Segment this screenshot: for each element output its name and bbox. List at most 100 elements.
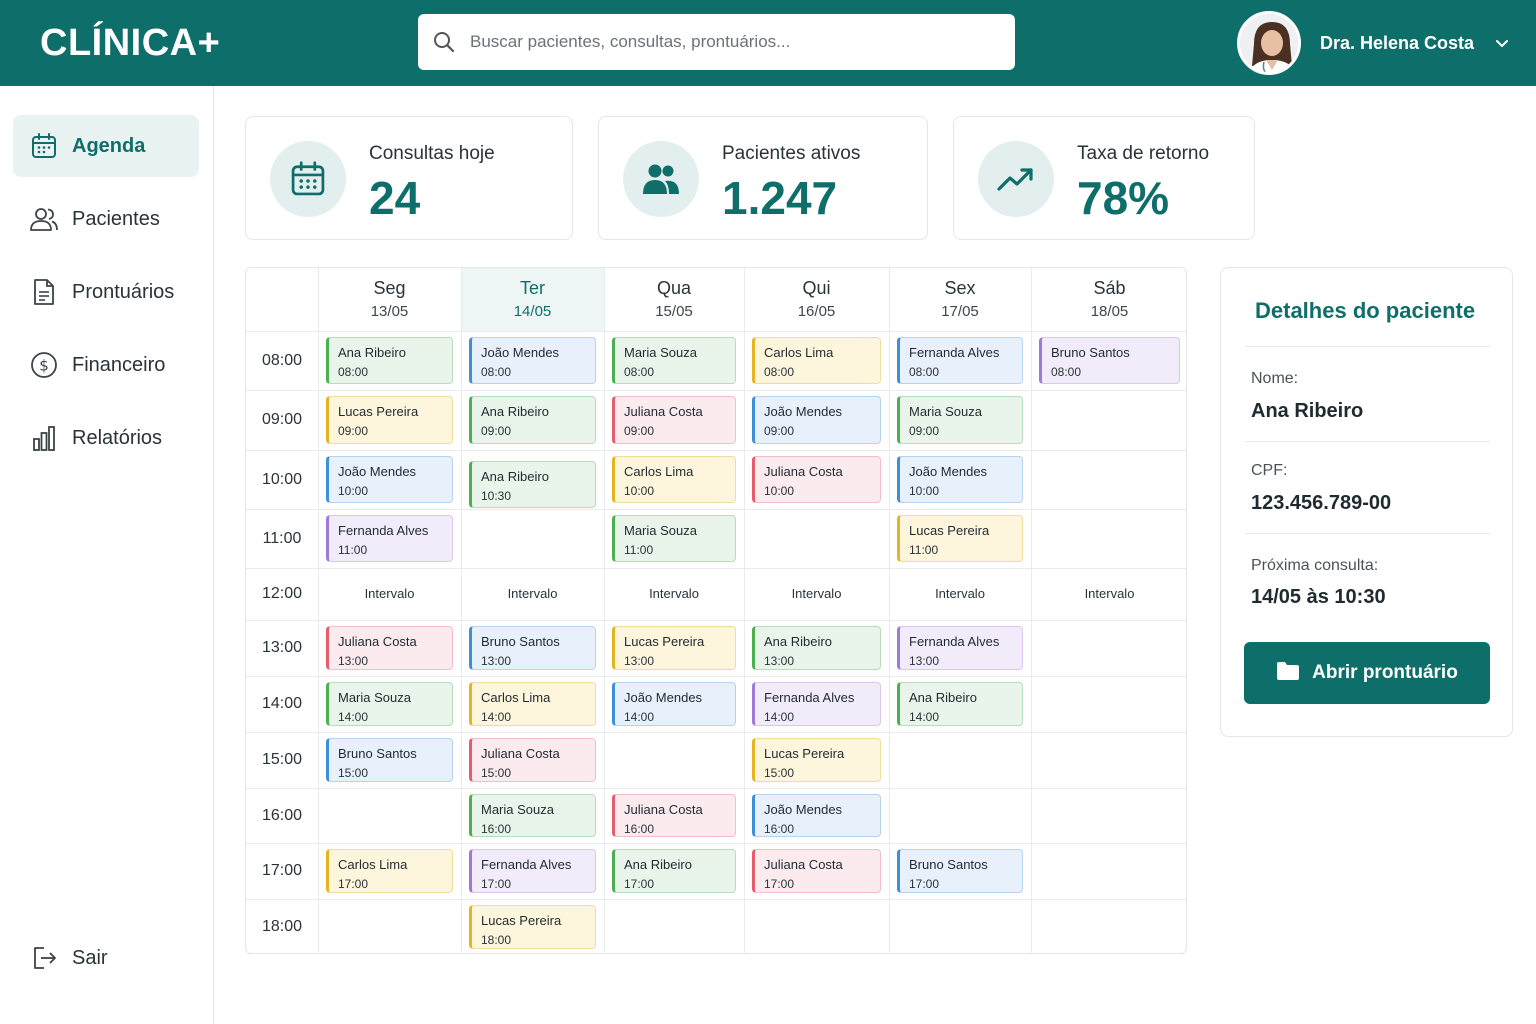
logout-button[interactable]: Sair <box>13 927 199 989</box>
appointment-patient: Ana Ribeiro <box>481 469 549 484</box>
appointment-card[interactable]: Maria Souza 16:00 <box>469 794 596 837</box>
appointment-card[interactable]: Bruno Santos 08:00 <box>1039 337 1180 384</box>
sidebar-item-label: Relatórios <box>72 426 163 449</box>
appointment-card[interactable]: Lucas Pereira 13:00 <box>612 626 736 670</box>
appointment-card[interactable]: João Mendes 08:00 <box>469 337 596 384</box>
appointment-card[interactable]: Lucas Pereira 15:00 <box>752 738 881 782</box>
appointment-card[interactable]: Carlos Lima 14:00 <box>469 682 596 726</box>
day-header[interactable]: Qui 16/05 <box>744 268 889 331</box>
appointment-card[interactable]: Maria Souza 09:00 <box>897 396 1023 444</box>
users-icon <box>29 204 59 234</box>
appointment-patient: Maria Souza <box>338 690 411 705</box>
appointment-card[interactable]: Maria Souza 11:00 <box>612 515 736 562</box>
appointment-card[interactable]: Juliana Costa 10:00 <box>752 456 881 503</box>
user-menu[interactable]: Dra. Helena Costa <box>1237 10 1512 76</box>
appointment-card[interactable]: Maria Souza 08:00 <box>612 337 736 384</box>
appointment-patient: Fernanda Alves <box>909 345 1000 360</box>
sidebar-item-prontuarios[interactable]: Prontuários <box>13 261 199 323</box>
appointment-patient: João Mendes <box>624 690 703 705</box>
appointment-card[interactable]: Ana Ribeiro 08:00 <box>326 337 453 384</box>
sidebar-item-label: Pacientes <box>72 207 160 230</box>
today-highlight <box>461 268 604 331</box>
time-label: 18:00 <box>261 918 303 935</box>
appointment-card[interactable]: Ana Ribeiro 09:00 <box>469 396 596 444</box>
name-value: Ana Ribeiro <box>1251 400 1364 422</box>
day-date: 14/05 <box>513 303 552 320</box>
appointment-card[interactable]: Fernanda Alves 11:00 <box>326 515 453 562</box>
appointment-time: 15:00 <box>764 766 795 780</box>
time-label: 13:00 <box>261 639 303 656</box>
appointment-card[interactable]: Ana Ribeiro 10:30 <box>469 461 596 508</box>
user-name[interactable]: Dra. Helena Costa <box>1320 32 1475 53</box>
appointment-patient: Fernanda Alves <box>909 634 1000 649</box>
sidebar-item-pacientes[interactable]: Pacientes <box>13 188 199 250</box>
appointment-card[interactable]: Bruno Santos 17:00 <box>897 849 1023 893</box>
appointment-card[interactable]: Maria Souza 14:00 <box>326 682 453 726</box>
appointment-patient: Juliana Costa <box>764 857 843 872</box>
appointment-card[interactable]: Fernanda Alves 13:00 <box>897 626 1023 670</box>
avatar[interactable] <box>1237 11 1301 75</box>
sidebar-item-financeiro[interactable]: $ Financeiro <box>13 334 199 396</box>
appointment-card[interactable]: Juliana Costa 15:00 <box>469 738 596 782</box>
appointment-card[interactable]: Ana Ribeiro 14:00 <box>897 682 1023 726</box>
stat-label: Consultas hoje <box>369 143 495 164</box>
open-record-button[interactable]: Abrir prontuário <box>1244 642 1490 704</box>
appointment-time: 17:00 <box>764 877 795 891</box>
appointment-card[interactable]: Ana Ribeiro 13:00 <box>752 626 881 670</box>
appointment-time: 13:00 <box>481 654 512 668</box>
sidebar-item-relatorios[interactable]: Relatórios <box>13 407 199 469</box>
appointment-card[interactable]: Fernanda Alves 17:00 <box>469 849 596 893</box>
stat-value: 24 <box>369 172 421 224</box>
appointment-card[interactable]: Fernanda Alves 08:00 <box>897 337 1023 384</box>
appointment-card[interactable]: Carlos Lima 08:00 <box>752 337 881 384</box>
appointment-card[interactable]: João Mendes 10:00 <box>326 456 453 503</box>
day-header[interactable]: Qua 15/05 <box>604 268 744 331</box>
day-header[interactable]: Sex 17/05 <box>889 268 1031 331</box>
app-logo[interactable]: CLÍNICA+ <box>40 22 221 64</box>
dollar-icon: $ <box>29 350 59 380</box>
appointment-patient: Fernanda Alves <box>764 690 855 705</box>
appointment-card[interactable]: João Mendes 09:00 <box>752 396 881 444</box>
appointment-card[interactable]: Carlos Lima 10:00 <box>612 456 736 503</box>
sidebar-item-agenda[interactable]: Agenda <box>13 115 199 177</box>
day-header[interactable]: Sáb 18/05 <box>1031 268 1186 331</box>
appointment-patient: Bruno Santos <box>909 857 988 872</box>
appointment-card[interactable]: Bruno Santos 13:00 <box>469 626 596 670</box>
grid-line <box>246 568 1186 569</box>
search-input[interactable] <box>470 32 970 52</box>
appointment-time: 17:00 <box>909 877 940 891</box>
appointment-card[interactable]: Carlos Lima 17:00 <box>326 849 453 893</box>
appointment-card[interactable]: Juliana Costa 13:00 <box>326 626 453 670</box>
appointment-card[interactable]: Fernanda Alves 14:00 <box>752 682 881 726</box>
chevron-down-icon[interactable] <box>1494 34 1512 52</box>
appointment-patient: Bruno Santos <box>481 634 560 649</box>
appointment-card[interactable]: Juliana Costa 17:00 <box>752 849 881 893</box>
search-bar[interactable] <box>418 14 1015 70</box>
appointment-card[interactable]: Juliana Costa 09:00 <box>612 396 736 444</box>
appointment-card[interactable]: Lucas Pereira 09:00 <box>326 396 453 444</box>
appointment-patient: Bruno Santos <box>1051 345 1130 360</box>
day-header[interactable]: Ter 14/05 <box>461 268 604 331</box>
appointment-card[interactable]: Bruno Santos 15:00 <box>326 738 453 782</box>
stat-value: 78% <box>1077 172 1170 224</box>
appointment-patient: João Mendes <box>764 802 843 817</box>
grid-line <box>246 450 1186 451</box>
time-label: 14:00 <box>261 695 303 712</box>
appointment-card[interactable]: Juliana Costa 16:00 <box>612 794 736 837</box>
grid-line <box>461 268 462 953</box>
appointment-card[interactable]: Lucas Pereira 18:00 <box>469 905 596 949</box>
appointment-card[interactable]: João Mendes 10:00 <box>897 456 1023 503</box>
appointment-card[interactable]: João Mendes 16:00 <box>752 794 881 837</box>
appointment-card[interactable]: Lucas Pereira 11:00 <box>897 515 1023 562</box>
grid-line <box>604 268 605 953</box>
appointment-patient: João Mendes <box>764 404 843 419</box>
appointment-patient: Lucas Pereira <box>764 746 845 761</box>
day-header[interactable]: Seg 13/05 <box>318 268 461 331</box>
day-date: 13/05 <box>370 303 409 320</box>
grid-line <box>1031 268 1032 953</box>
appointment-card[interactable]: Ana Ribeiro 17:00 <box>612 849 736 893</box>
appointment-card[interactable]: João Mendes 14:00 <box>612 682 736 726</box>
appointment-time: 13:00 <box>909 654 940 668</box>
appointment-patient: Ana Ribeiro <box>764 634 832 649</box>
sidebar-item-label: Agenda <box>72 134 146 157</box>
